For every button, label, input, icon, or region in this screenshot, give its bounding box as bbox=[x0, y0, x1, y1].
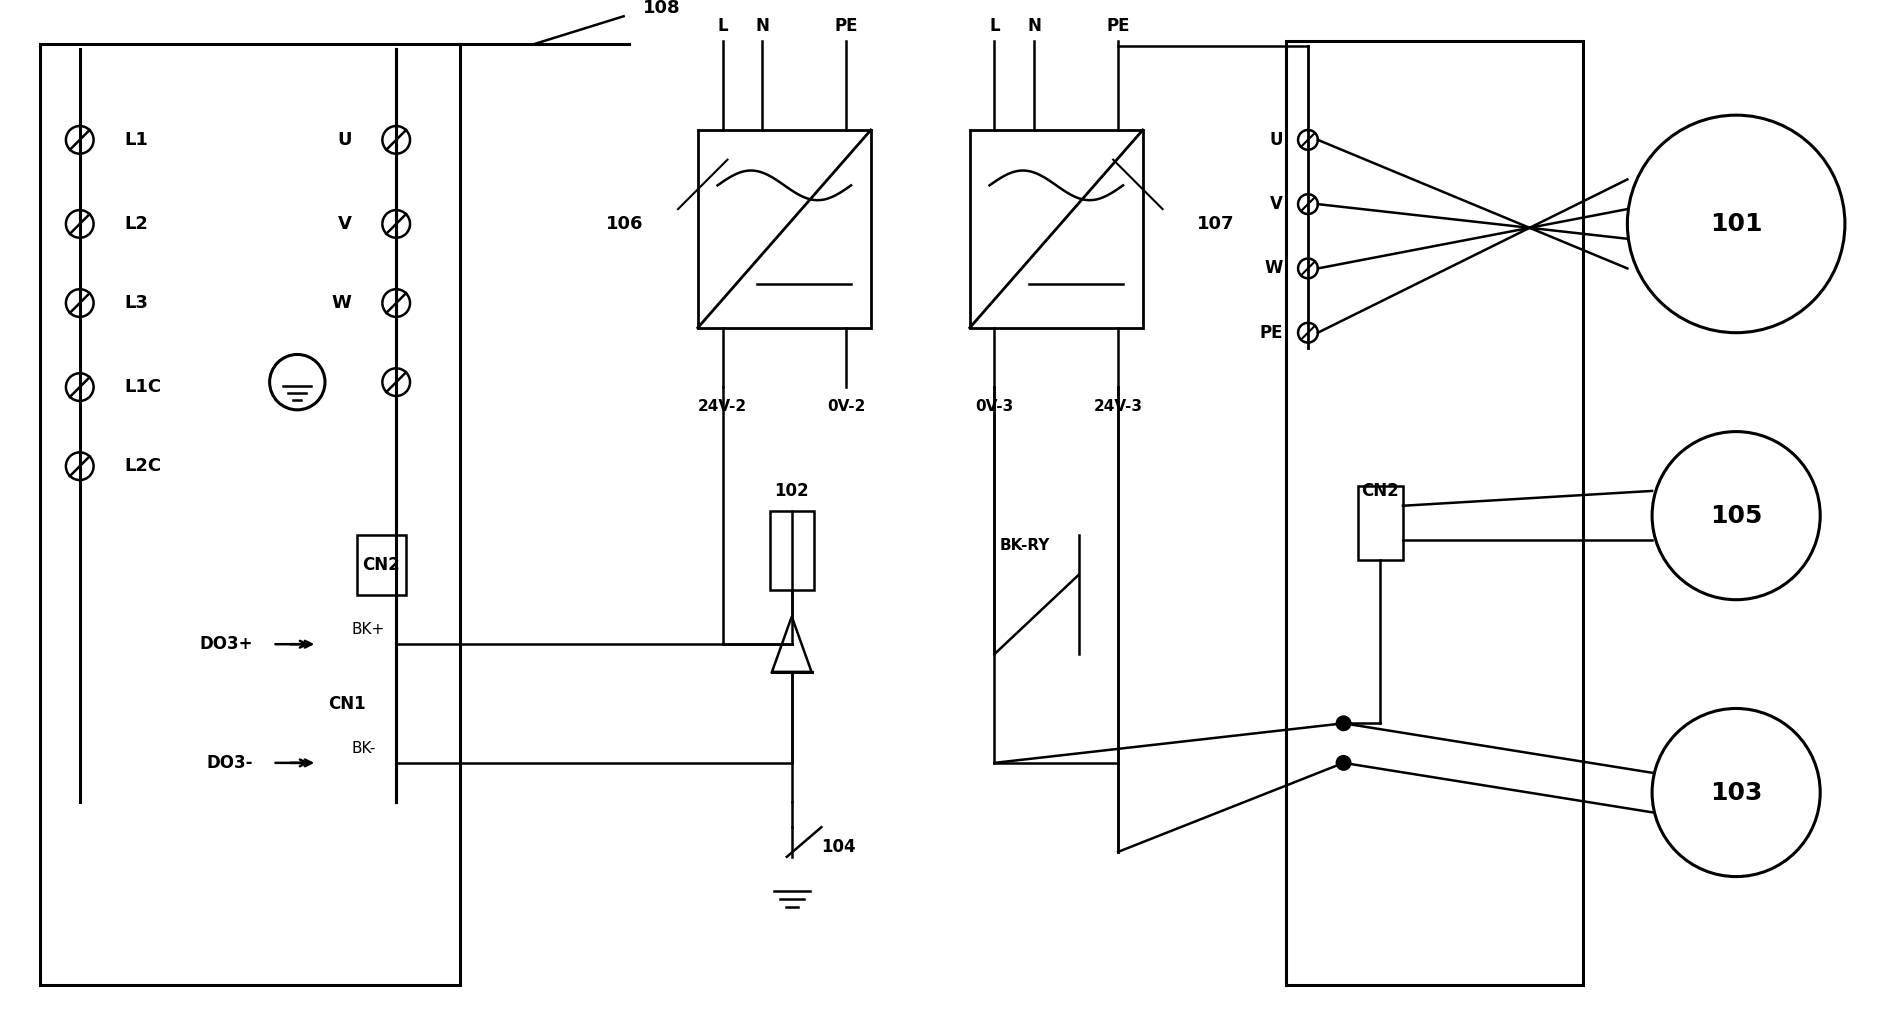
Circle shape bbox=[269, 354, 324, 410]
Bar bbox=[1358, 486, 1403, 560]
Circle shape bbox=[1337, 756, 1350, 770]
Circle shape bbox=[66, 126, 93, 154]
Circle shape bbox=[1337, 717, 1350, 730]
Text: BK-RY: BK-RY bbox=[999, 538, 1050, 553]
Bar bbox=[40, 44, 461, 985]
Bar bbox=[356, 535, 406, 595]
Text: V: V bbox=[1270, 195, 1284, 213]
Circle shape bbox=[383, 210, 410, 238]
Text: U: U bbox=[1270, 131, 1284, 149]
Text: 108: 108 bbox=[643, 0, 681, 17]
Text: PE: PE bbox=[1259, 324, 1284, 342]
Circle shape bbox=[1299, 194, 1318, 214]
Text: L1C: L1C bbox=[125, 378, 161, 396]
Text: 0V-2: 0V-2 bbox=[827, 399, 865, 414]
Circle shape bbox=[1651, 709, 1820, 876]
Circle shape bbox=[1627, 115, 1845, 333]
Text: PE: PE bbox=[1107, 17, 1130, 36]
Text: L3: L3 bbox=[125, 294, 148, 313]
Text: 24V-2: 24V-2 bbox=[698, 399, 747, 414]
Text: 107: 107 bbox=[1196, 215, 1234, 233]
Text: CN2: CN2 bbox=[1361, 482, 1399, 500]
Text: DO3+: DO3+ bbox=[199, 635, 252, 654]
Circle shape bbox=[383, 126, 410, 154]
Text: L: L bbox=[717, 17, 728, 36]
Circle shape bbox=[383, 369, 410, 396]
Circle shape bbox=[1299, 323, 1318, 343]
Text: L1: L1 bbox=[125, 131, 148, 149]
Circle shape bbox=[66, 289, 93, 317]
Text: 105: 105 bbox=[1710, 504, 1763, 527]
Text: 104: 104 bbox=[821, 838, 857, 856]
Text: N: N bbox=[755, 17, 770, 36]
Text: DO3-: DO3- bbox=[207, 754, 252, 772]
Text: BK-: BK- bbox=[351, 740, 375, 755]
Text: 0V-3: 0V-3 bbox=[975, 399, 1014, 414]
Text: V: V bbox=[337, 215, 351, 233]
Circle shape bbox=[1299, 130, 1318, 150]
Text: 101: 101 bbox=[1710, 212, 1763, 236]
Text: L2C: L2C bbox=[125, 457, 161, 475]
Circle shape bbox=[1651, 432, 1820, 600]
Text: CN1: CN1 bbox=[328, 694, 366, 713]
Text: W: W bbox=[332, 294, 351, 313]
Bar bbox=[969, 130, 1143, 328]
Text: 24V-3: 24V-3 bbox=[1094, 399, 1143, 414]
Text: 106: 106 bbox=[607, 215, 643, 233]
Text: W: W bbox=[1265, 260, 1284, 278]
Text: L2: L2 bbox=[125, 215, 148, 233]
Text: BK+: BK+ bbox=[351, 622, 385, 637]
Circle shape bbox=[66, 210, 93, 238]
Circle shape bbox=[383, 289, 410, 317]
Text: 103: 103 bbox=[1710, 781, 1763, 804]
Circle shape bbox=[66, 452, 93, 480]
Circle shape bbox=[1299, 259, 1318, 278]
Text: L: L bbox=[990, 17, 999, 36]
Circle shape bbox=[66, 374, 93, 401]
Bar bbox=[1285, 41, 1583, 985]
Text: 102: 102 bbox=[774, 482, 810, 500]
Text: PE: PE bbox=[834, 17, 857, 36]
Bar bbox=[770, 511, 813, 589]
Text: U: U bbox=[337, 131, 351, 149]
Text: CN2: CN2 bbox=[362, 556, 400, 574]
Text: N: N bbox=[1028, 17, 1041, 36]
Bar bbox=[698, 130, 870, 328]
